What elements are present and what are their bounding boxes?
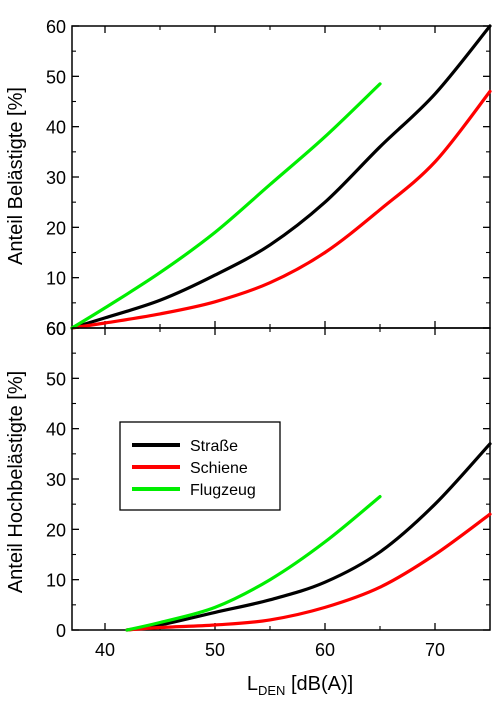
bottom-ylabel: Anteil Hochbelästigte [%]	[5, 371, 27, 593]
legend-label-strasse: Straße	[190, 438, 238, 455]
top-y-tick-label: 20	[46, 218, 66, 238]
top-y-tick-label: 30	[46, 168, 66, 188]
top-panel: 60 10 20 30 40 50 60	[46, 17, 492, 339]
x-axis-label-sub: DEN	[258, 683, 285, 698]
bottom-y-tick-label: 20	[46, 520, 66, 540]
top-y-tick-label: 60	[46, 319, 66, 339]
bottom-series-schiene	[125, 512, 492, 632]
x-axis-label-unit: [dB(A)]	[285, 673, 353, 695]
bottom-panel: 0 10 20 30 40 50 60 40 50 60 70	[46, 319, 492, 660]
top-series-strasse	[70, 24, 492, 330]
bottom-y-tick-label: 40	[46, 420, 66, 440]
bottom-y-tick-label: 50	[46, 369, 66, 389]
bottom-series-strasse	[125, 442, 492, 632]
bottom-y-tick-label: 10	[46, 571, 66, 591]
top-series-flugzeug	[70, 82, 382, 330]
x-axis-label-main: L	[247, 673, 258, 695]
top-y-tick-label: 60	[46, 17, 66, 37]
top-y-tick-label: 10	[46, 269, 66, 289]
legend-label-schiene: Schiene	[190, 460, 248, 477]
bottom-y-tick-label: 30	[46, 470, 66, 490]
x-axis-label: LDEN [dB(A)]	[247, 673, 353, 698]
bottom-y-tick-label: 0	[56, 621, 66, 641]
top-series-schiene	[70, 89, 492, 330]
bottom-series-flugzeug	[125, 495, 382, 632]
x-tick-label: 40	[95, 640, 115, 660]
top-ylabel: Anteil Belästigte [%]	[5, 87, 27, 265]
top-y-tick-label: 50	[46, 67, 66, 87]
bottom-y-tick-label: 60	[46, 319, 66, 339]
top-y-tick-label: 40	[46, 118, 66, 138]
x-tick-label: 70	[425, 640, 445, 660]
x-tick-label: 60	[315, 640, 335, 660]
legend: Straße Schiene Flugzeug	[119, 421, 281, 511]
x-tick-label: 50	[205, 640, 225, 660]
legend-label-flugzeug: Flugzeug	[190, 482, 256, 499]
